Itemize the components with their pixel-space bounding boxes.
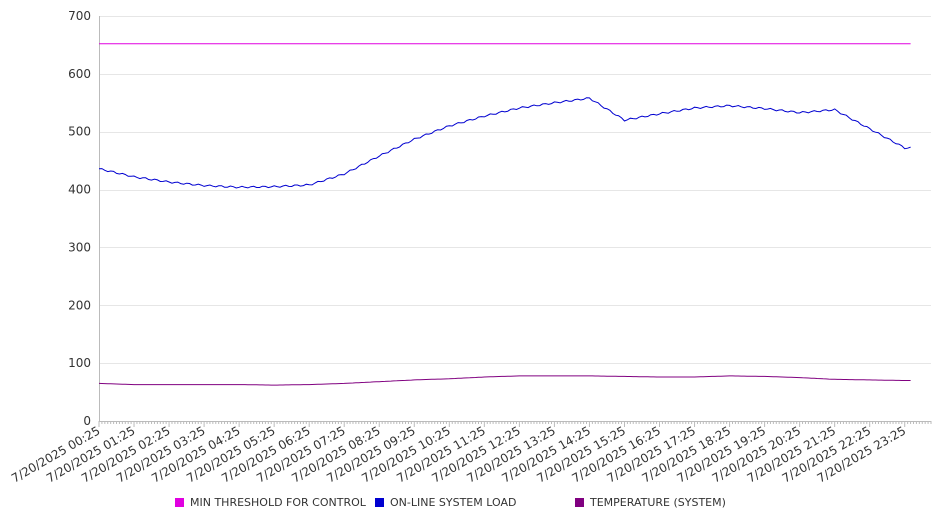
- y-tick-label: 400: [68, 183, 91, 197]
- legend: MIN THRESHOLD FOR CONTROL ON-LINE SYSTEM…: [0, 496, 946, 516]
- legend-item-temperature[interactable]: TEMPERATURE (SYSTEM): [575, 496, 726, 509]
- y-tick-label: 0: [83, 414, 91, 428]
- legend-swatch-temperature: [575, 498, 584, 507]
- legend-item-threshold[interactable]: MIN THRESHOLD FOR CONTROL: [175, 496, 366, 509]
- series-line-2: [98, 375, 911, 386]
- legend-label-temperature: TEMPERATURE (SYSTEM): [590, 496, 726, 509]
- y-tick-label: 700: [68, 9, 91, 23]
- series-lines: [98, 43, 911, 386]
- y-tick-label: 500: [68, 125, 91, 139]
- y-tick-label: 200: [68, 298, 91, 312]
- grid-lines: [99, 16, 931, 422]
- legend-label-threshold: MIN THRESHOLD FOR CONTROL: [190, 496, 366, 509]
- legend-item-system-load[interactable]: ON-LINE SYSTEM LOAD: [375, 496, 516, 509]
- y-axis-ticks: 0 100 200 300 400 500 600 700: [68, 9, 91, 428]
- legend-swatch-system-load: [375, 498, 384, 507]
- legend-label-system-load: ON-LINE SYSTEM LOAD: [390, 496, 517, 509]
- y-tick-label: 600: [68, 67, 91, 81]
- y-tick-label: 300: [68, 240, 91, 254]
- y-tick-label: 100: [68, 356, 91, 370]
- x-axis-ticks: 7/20/2025 00:257/20/2025 01:257/20/2025 …: [9, 421, 932, 486]
- series-line-1: [98, 97, 911, 189]
- legend-swatch-threshold: [175, 498, 184, 507]
- axes: [99, 16, 931, 422]
